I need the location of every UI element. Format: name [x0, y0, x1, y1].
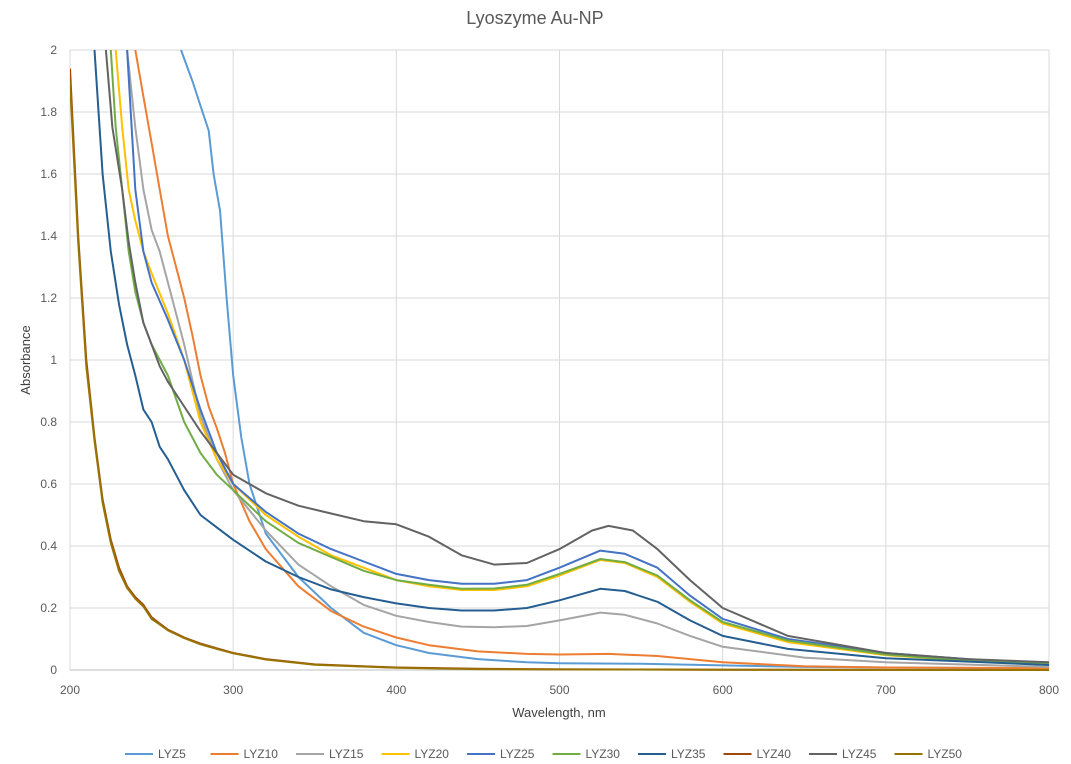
- legend: LYZ5 LYZ10 LYZ15 LYZ20 LYZ25 LYZ30 LYZ35 LYZ40 L…: [125, 747, 962, 761]
- series-lines: [70, 49, 1049, 671]
- y-tick-label: 0.2: [40, 601, 57, 615]
- legend-label-lyz30: LYZ30: [586, 747, 621, 761]
- x-tick-label: 700: [876, 683, 896, 697]
- series-line-lyz15: [126, 49, 1049, 668]
- legend-label-lyz10: LYZ10: [244, 747, 279, 761]
- x-tick-label: 500: [549, 683, 569, 697]
- legend-label-lyz15: LYZ15: [329, 747, 364, 761]
- series-line-lyz5: [180, 49, 1049, 670]
- x-tick-labels: 200 300 400 500 600 700 800: [60, 683, 1059, 697]
- series-line-lyz30: [109, 49, 1049, 665]
- series-line-lyz10: [134, 49, 1049, 670]
- series-line-lyz35: [93, 49, 1049, 666]
- legend-label-lyz35: LYZ35: [671, 747, 706, 761]
- y-tick-label: 0.4: [40, 539, 57, 553]
- y-tick-label: 1.8: [40, 105, 57, 119]
- y-tick-label: 1.4: [40, 229, 57, 243]
- series-line-lyz50: [70, 80, 1049, 671]
- y-axis-label: Absorbance: [18, 325, 33, 394]
- legend-label-lyz50: LYZ50: [928, 747, 963, 761]
- y-tick-labels: 0 0.2 0.4 0.6 0.8 1 1.2 1.4 1.6 1.8 2: [40, 43, 57, 677]
- x-tick-label: 400: [386, 683, 406, 697]
- legend-label-lyz40: LYZ40: [757, 747, 792, 761]
- y-tick-label: 1.6: [40, 167, 57, 181]
- series-line-lyz45: [104, 49, 1049, 664]
- x-tick-label: 300: [223, 683, 243, 697]
- y-tick-label: 0.6: [40, 477, 57, 491]
- y-tick-label: 1: [50, 353, 57, 367]
- x-tick-label: 800: [1039, 683, 1059, 697]
- legend-label-lyz45: LYZ45: [842, 747, 877, 761]
- legend-label-lyz5: LYZ5: [158, 747, 186, 761]
- chart-title: Lyoszyme Au-NP: [466, 8, 603, 28]
- y-tick-label: 0: [50, 663, 57, 677]
- legend-label-lyz25: LYZ25: [500, 747, 535, 761]
- x-tick-label: 200: [60, 683, 80, 697]
- gridlines: [69, 49, 1050, 671]
- legend-label-lyz20: LYZ20: [415, 747, 450, 761]
- y-tick-label: 2: [50, 43, 57, 57]
- y-tick-label: 1.2: [40, 291, 57, 305]
- y-tick-label: 0.8: [40, 415, 57, 429]
- series-line-lyz20: [114, 49, 1049, 665]
- x-axis-label: Wavelength, nm: [512, 705, 605, 720]
- series-line-lyz25: [126, 49, 1049, 665]
- x-tick-label: 600: [713, 683, 733, 697]
